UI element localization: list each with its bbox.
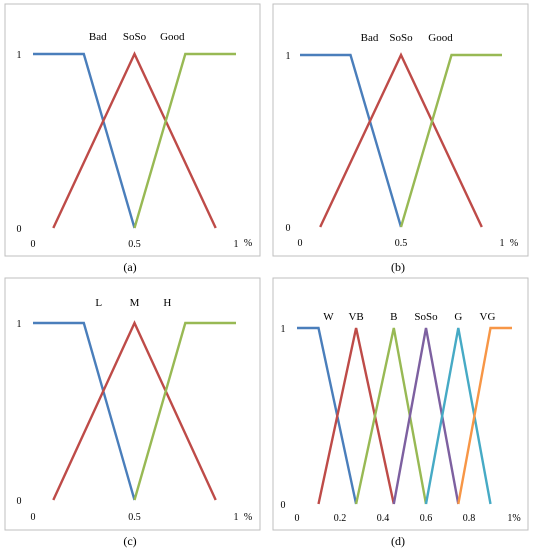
series-name-g: G	[454, 311, 462, 323]
series-line-good	[133, 52, 236, 229]
series-name-good: Good	[428, 32, 453, 44]
panel-b: Bad SoSo Good 0 1 0 0.5 1% (b)	[272, 3, 529, 274]
x-tick-label: 0	[295, 513, 300, 524]
series-line-l	[33, 321, 136, 501]
x-tick-label: 1	[234, 239, 239, 250]
panel-c: L M H 0 1 0 0.5 1% (c)	[4, 277, 261, 548]
y-tick-label: 0	[17, 224, 22, 235]
series-line-w	[297, 326, 358, 505]
y-tick-label: 0	[17, 496, 22, 507]
series-name-soso: SoSo	[414, 311, 438, 323]
panel-c-frame	[4, 277, 261, 531]
series-name-good: Good	[160, 31, 185, 43]
panel-a-label: (a)	[123, 260, 136, 274]
x-tick-label: 0.2	[334, 513, 347, 524]
series-name-l: L	[95, 297, 102, 309]
x-unit-label: %	[510, 238, 518, 249]
series-name-bad: Bad	[361, 32, 379, 44]
panel-d-label: (d)	[391, 534, 405, 548]
x-unit-label: %	[244, 238, 252, 249]
series-line-b	[354, 327, 428, 505]
series-name-vb: VB	[348, 311, 363, 323]
x-tick-label: 0.6	[420, 513, 433, 524]
x-tick-label: 0	[31, 512, 36, 523]
series-line-soso	[319, 52, 483, 228]
x-tick-label: 0.8	[463, 513, 476, 524]
y-tick-label: 0	[286, 223, 291, 234]
y-tick-label: 1	[281, 324, 286, 335]
y-tick-label: 1	[17, 50, 22, 61]
y-tick-label: 1	[286, 51, 291, 62]
series-line-good	[399, 53, 502, 228]
series-name-soso: SoSo	[389, 32, 413, 44]
series-line-m	[52, 320, 217, 501]
series-line-g	[424, 327, 492, 505]
panel-b-label: (b)	[391, 260, 405, 274]
series-line-bad	[300, 53, 403, 228]
panel-b-plot: Bad SoSo Good 0 1 0 0.5 1%	[286, 32, 519, 249]
series-name-soso: SoSo	[123, 31, 147, 43]
y-tick-label: 1	[17, 319, 22, 330]
panel-a-frame	[4, 3, 261, 257]
panel-a-plot: Bad SoSo Good 0 1 0 0.5 1%	[17, 31, 253, 250]
panel-a: Bad SoSo Good 0 1 0 0.5 1% (a)	[4, 3, 261, 274]
series-line-vg	[457, 326, 512, 505]
series-line-soso	[392, 327, 460, 505]
x-unit-label: %	[244, 512, 252, 523]
panel-b-frame	[272, 3, 529, 257]
panel-c-plot: L M H 0 1 0 0.5 1%	[17, 297, 253, 523]
series-name-h: H	[163, 297, 171, 309]
series-line-h	[133, 321, 236, 501]
x-tick-label: 0	[31, 239, 36, 250]
series-name-m: M	[130, 297, 140, 309]
panel-d: W VB B SoSo G VG 0 1 0 0.2 0.4 0.6 0.8 1% (d)	[272, 277, 529, 548]
x-tick-label: 0.4	[377, 513, 390, 524]
x-tick-label: 1	[234, 512, 239, 523]
x-tick-label: 0.5	[128, 239, 141, 250]
x-tick-label: 0.5	[128, 512, 141, 523]
x-tick-label: 0.5	[395, 238, 408, 249]
series-name-vg: VG	[480, 311, 496, 323]
panel-c-label: (c)	[123, 534, 136, 548]
y-tick-label: 0	[281, 500, 286, 511]
x-tick-label: 1	[500, 238, 505, 249]
series-line-vb	[317, 327, 395, 505]
panel-d-frame	[272, 277, 529, 531]
series-name-bad: Bad	[89, 31, 107, 43]
series-name-b: B	[390, 311, 397, 323]
panel-d-plot: W VB B SoSo G VG 0 1 0 0.2 0.4 0.6 0.8 1%	[281, 311, 521, 524]
x-tick-label: 0	[298, 238, 303, 249]
series-line-bad	[33, 52, 136, 229]
series-line-soso	[52, 51, 217, 229]
series-name-w: W	[323, 311, 334, 323]
x-tick-label: 1%	[507, 513, 520, 524]
